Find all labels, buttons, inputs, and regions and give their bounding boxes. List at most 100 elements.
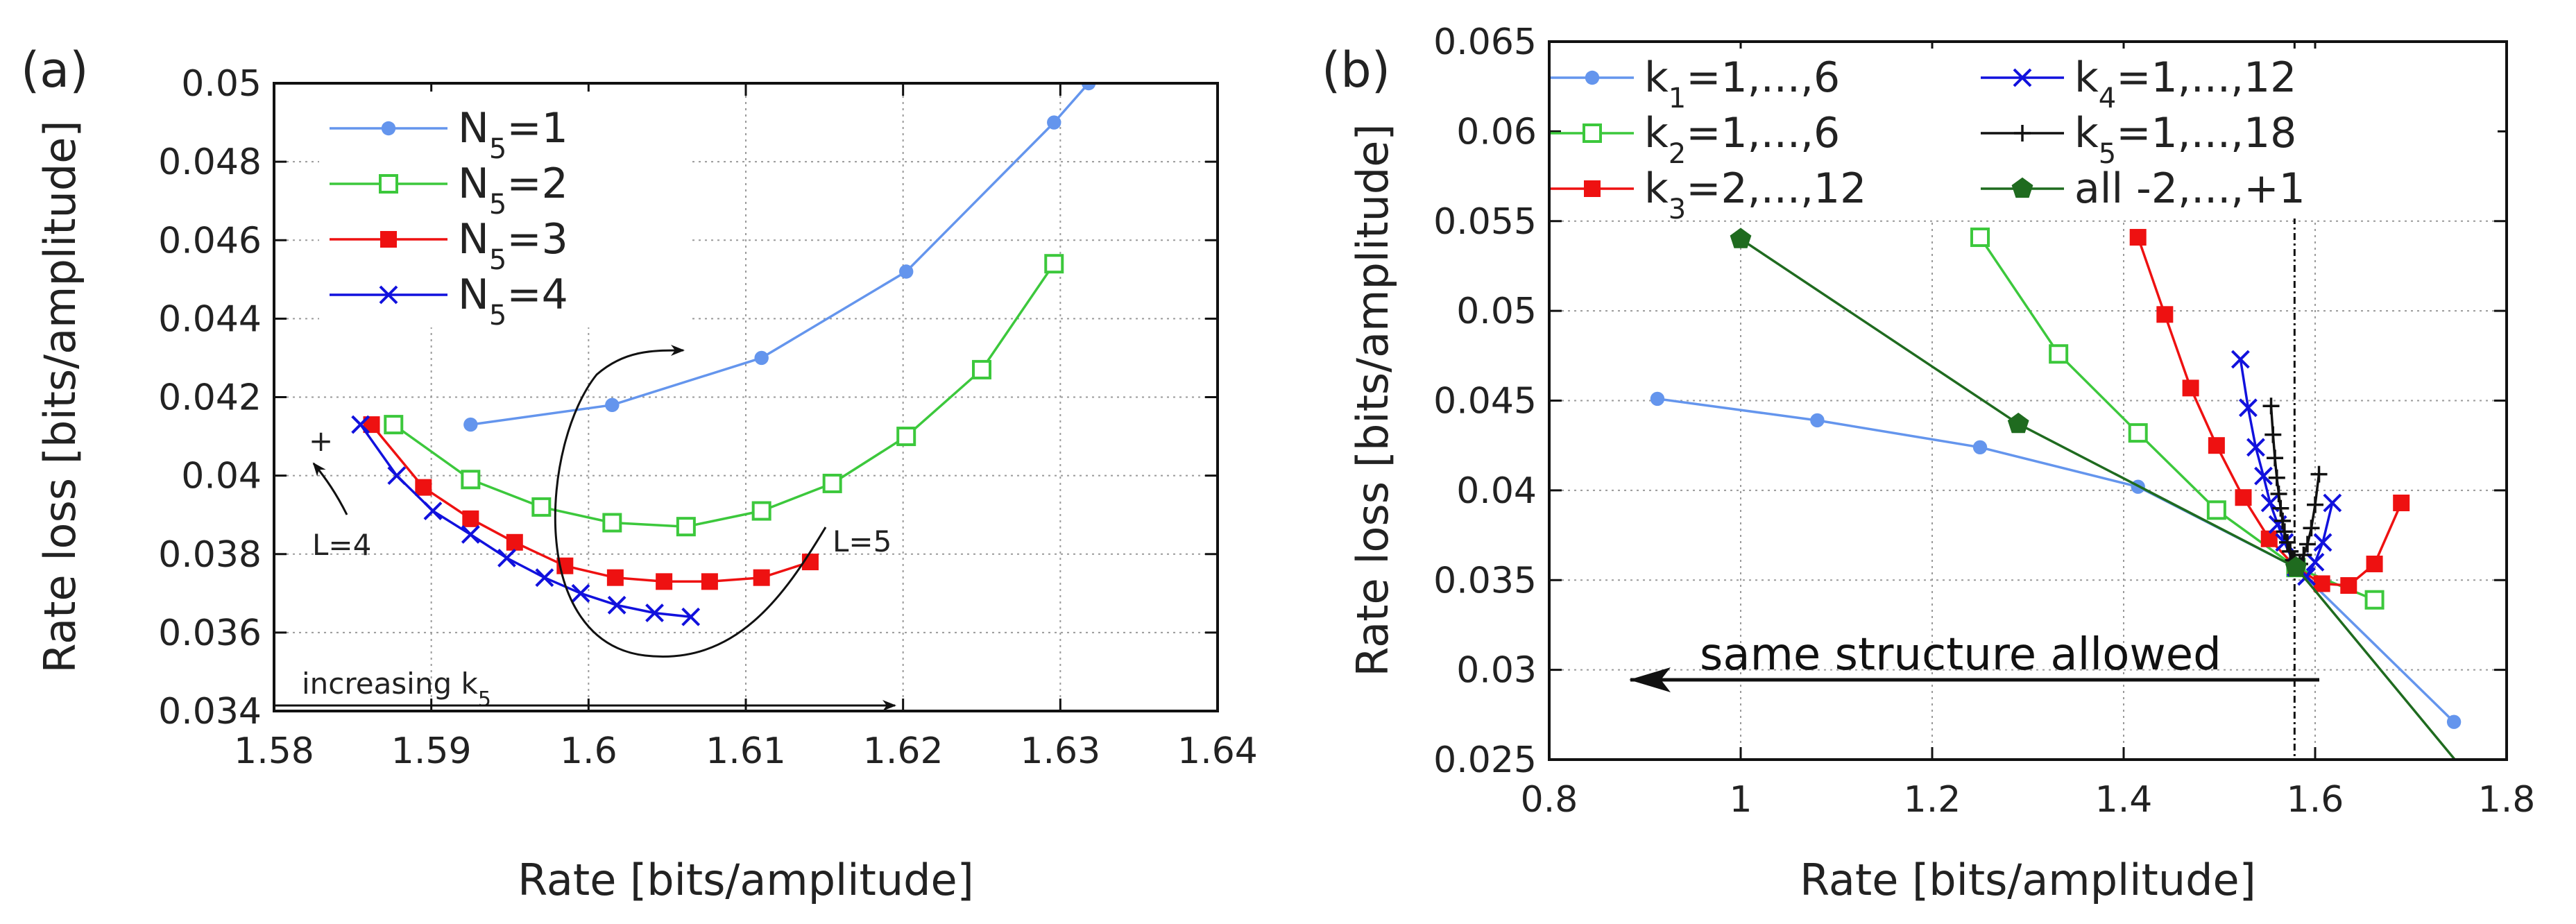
- legend-label-base: k: [1644, 164, 1669, 213]
- legend-marker: [1584, 180, 1601, 197]
- data-point: [681, 607, 701, 626]
- legend-label-base: k: [1644, 53, 1669, 102]
- legend-label-rest: =1: [506, 104, 568, 153]
- x-tick-label: 1.63: [1020, 730, 1100, 772]
- data-point: [1810, 413, 1825, 428]
- legend-label-sub: 2: [1669, 138, 1686, 170]
- series-3: [2129, 229, 2410, 594]
- data-point: [602, 513, 622, 533]
- l5-arrow: [554, 345, 827, 658]
- y-tick-label: 0.044: [158, 298, 262, 340]
- legend-label-rest: =1,...,6: [1686, 53, 1840, 102]
- data-point: [461, 525, 480, 544]
- legend-label-rest: =3: [506, 215, 568, 264]
- data-point: [1972, 440, 1988, 454]
- panel-b-legend: k1=1,...,6k2=1,...,6k3=2,...,12k4=1,...,…: [1551, 49, 2498, 225]
- y-tick-label: 0.025: [1433, 739, 1537, 781]
- data-point: [2206, 500, 2226, 520]
- legend-entry-1: N5=1: [330, 104, 568, 165]
- legend-entry-2: k2=1,...,6: [1551, 109, 1840, 170]
- data-point: [2270, 486, 2287, 503]
- legend-label-rest: =1,...,18: [2116, 109, 2296, 157]
- legend-label-sub: 5: [489, 244, 506, 276]
- panel-b-series: [1650, 228, 2576, 912]
- data-point: [606, 569, 624, 586]
- data-point: [2267, 450, 2284, 467]
- data-point: [497, 548, 516, 567]
- legend-label: N5=1: [458, 104, 568, 165]
- legend-entry-5: k5=1,...,18: [1981, 109, 2296, 170]
- data-point: [2208, 437, 2225, 454]
- series-6: [1730, 228, 2576, 912]
- data-point: [2278, 533, 2296, 551]
- legend-entry-3: k3=2,...,12: [1551, 164, 1866, 225]
- legend-label-base: N: [458, 160, 489, 208]
- data-point: [2364, 590, 2385, 610]
- panel-a-ticks: 1.58 1.59 1.6 1.61 1.62 1.63 1.64 0.034 0.036 0.0…: [158, 63, 1258, 772]
- data-point: [2393, 494, 2410, 511]
- data-point: [2563, 892, 2576, 912]
- plus-marker-annotation: +: [309, 424, 333, 458]
- legend-marker: [1583, 123, 1602, 143]
- y-tick-label: 0.035: [1433, 560, 1537, 601]
- data-point: [2446, 715, 2462, 729]
- legend-label-sub: 3: [1669, 194, 1686, 225]
- data-point: [2313, 533, 2332, 552]
- series-1: [463, 83, 1096, 432]
- legend-label-sub: 1: [1669, 83, 1686, 114]
- legend-label: N5=2: [458, 160, 568, 221]
- y-tick-label: 0.045: [1433, 381, 1537, 422]
- data-point: [2128, 423, 2148, 443]
- data-point: [1047, 115, 1061, 130]
- data-point: [2276, 523, 2293, 540]
- data-point: [2156, 306, 2174, 323]
- legend-label-rest: =2,...,12: [1686, 164, 1866, 213]
- data-point: [2049, 344, 2069, 364]
- panel-b-frame: [1548, 40, 2508, 761]
- l4-annotation: L=4: [312, 528, 371, 562]
- legend-label-sub: 5: [489, 300, 506, 332]
- data-point: [2305, 552, 2325, 572]
- series-2: [384, 254, 1064, 537]
- legend-label-rest: =1,...,6: [1686, 109, 1840, 157]
- y-tick-label: 0.042: [158, 377, 262, 419]
- legend-label-sub: 5: [2099, 138, 2116, 170]
- y-tick-label: 0.034: [158, 691, 262, 733]
- legend-marker: [381, 121, 396, 136]
- data-point: [2366, 555, 2383, 572]
- panel-a-legend: N5=1N5=2N5=3N5=4: [319, 92, 690, 332]
- legend-entry-1: k1=1,...,6: [1551, 53, 1840, 114]
- y-tick-label: 0.065: [1433, 22, 1537, 63]
- legend-marker: [379, 285, 398, 305]
- data-point: [2262, 397, 2280, 415]
- data-point: [701, 573, 718, 590]
- data-point: [2274, 512, 2292, 529]
- x-tick-label: 1.64: [1177, 730, 1258, 772]
- data-point: [351, 415, 370, 434]
- data-point: [2313, 575, 2330, 592]
- y-tick-label: 0.04: [1456, 470, 1537, 512]
- panel-b: (b) 0.8 1 1.2 1.4 1.6 1.8 0.025 0.03 0.035 0.04 0.…: [1322, 22, 2576, 912]
- data-point: [751, 501, 771, 521]
- legend-label-rest: =4: [506, 271, 568, 319]
- y-tick-label: 0.036: [158, 613, 262, 654]
- legend-marker: [380, 231, 397, 248]
- legend-entry-4: k4=1,...,12: [1981, 53, 2296, 114]
- panel-a-frame: [273, 82, 1219, 712]
- legend-marker: [1585, 70, 1600, 85]
- data-point: [2246, 438, 2265, 457]
- legend-marker: [2014, 125, 2031, 142]
- series-line: [359, 424, 691, 619]
- x-tick-label: 1: [1729, 779, 1752, 821]
- data-point: [384, 415, 404, 435]
- data-point: [2303, 520, 2320, 537]
- legend-label: k3=2,...,12: [1644, 164, 1866, 225]
- panel-a-label: (a): [21, 42, 89, 99]
- data-point: [387, 466, 407, 486]
- legend-label: k2=1,...,6: [1644, 109, 1840, 170]
- legend-entry-4: N5=4: [330, 271, 568, 332]
- x-tick-label: 0.8: [1521, 779, 1578, 821]
- series-line: [2239, 359, 2334, 578]
- legend-label: N5=4: [458, 271, 568, 332]
